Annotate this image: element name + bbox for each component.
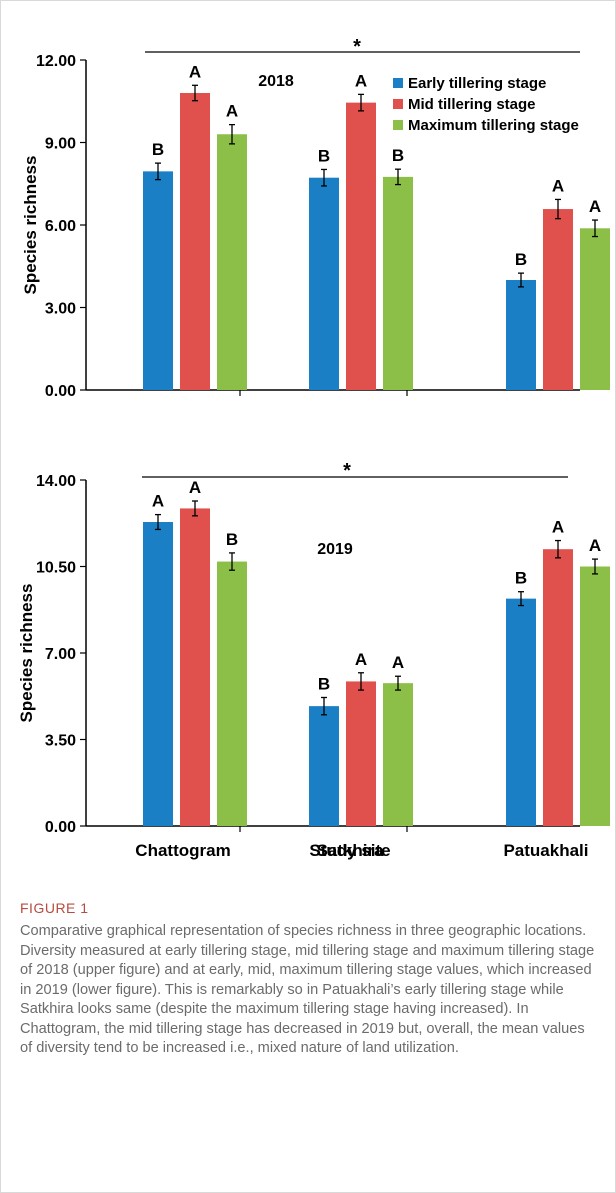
significance-letter: A (355, 71, 367, 90)
significance-letter: A (552, 176, 564, 195)
bar (506, 280, 536, 390)
significance-star: * (353, 36, 361, 58)
y-tick-label: 7.00 (45, 646, 76, 663)
legend-swatch (393, 78, 403, 88)
legend-label: Mid tillering stage (408, 96, 536, 113)
bar (383, 176, 413, 390)
significance-letter: A (189, 62, 201, 81)
bar (580, 228, 610, 390)
significance-letter: A (589, 536, 601, 555)
bar (143, 171, 173, 390)
x-category-label: Patuakhali (503, 841, 588, 860)
significance-letter: A (589, 197, 601, 216)
significance-letter: A (392, 653, 404, 672)
significance-letter: A (355, 650, 367, 669)
bar (309, 177, 339, 390)
x-axis-title: Study site (309, 841, 390, 860)
y-axis-title: Species richness (17, 584, 36, 723)
significance-star: * (343, 460, 351, 482)
figure-charts: 0.00 3.00 6.00 9.00 12.00 Species richness * 20… (17, 36, 610, 860)
figure-label: FIGURE 1 (20, 900, 89, 916)
significance-letter: B (515, 569, 527, 588)
y-axis-title: Species richness (21, 156, 40, 295)
figure-caption: FIGURE 1 Comparative graphical represent… (20, 900, 600, 1059)
significance-letter: B (392, 146, 404, 165)
bar (309, 706, 339, 826)
y-tick-label: 3.00 (45, 301, 76, 318)
y-tick-label: 10.50 (36, 560, 76, 577)
bar (217, 561, 247, 826)
y-tick-label: 3.50 (45, 733, 76, 750)
legend-label: Maximum tillering stage (408, 117, 579, 134)
bar (580, 566, 610, 826)
bar (217, 134, 247, 390)
significance-letter: A (152, 492, 164, 511)
legend-label: Early tillering stage (408, 75, 546, 92)
bar (543, 549, 573, 826)
legend-swatch (393, 99, 403, 109)
y-tick-label: 6.00 (45, 218, 76, 235)
y-tick-label: 0.00 (45, 383, 76, 400)
y-tick-label: 9.00 (45, 136, 76, 153)
y-tick-label: 14.00 (36, 473, 76, 490)
bar (180, 508, 210, 826)
year-label: 2019 (317, 541, 353, 558)
significance-letter: B (152, 140, 164, 159)
bar (180, 93, 210, 390)
y-tick-label: 12.00 (36, 53, 76, 70)
significance-letter: A (226, 102, 238, 121)
legend-swatch (393, 120, 403, 130)
bar (143, 522, 173, 826)
bar (346, 102, 376, 390)
bar (506, 598, 536, 826)
significance-letter: B (226, 530, 238, 549)
x-category-label: Chattogram (135, 841, 230, 860)
y-tick-label: 0.00 (45, 819, 76, 836)
figure-caption-text: Comparative graphical representation of … (20, 923, 595, 1056)
significance-letter: A (552, 518, 564, 537)
bar (346, 681, 376, 826)
bar (543, 209, 573, 390)
significance-letter: B (318, 674, 330, 693)
x-category-label: Satkhira (316, 841, 384, 860)
year-label: 2018 (258, 73, 294, 90)
bar (383, 683, 413, 826)
significance-letter: A (189, 478, 201, 497)
significance-letter: B (515, 250, 527, 269)
significance-letter: B (318, 146, 330, 165)
